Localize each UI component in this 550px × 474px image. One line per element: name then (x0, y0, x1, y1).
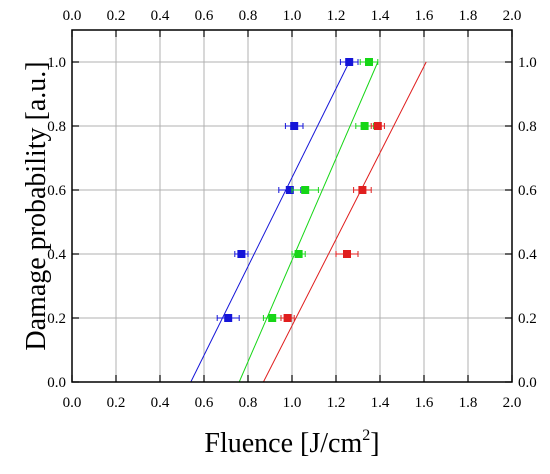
fit-line-0 (190, 61, 350, 383)
y-tick-label-left-0: 0.0 (47, 375, 66, 391)
x-tick-label-bottom-0: 0.0 (63, 395, 82, 411)
series-0-point-3 (284, 122, 304, 130)
series-2-marker-1 (343, 250, 351, 258)
y-tick-label-right-1: 0.2 (518, 311, 537, 327)
x-tick-label-bottom-7: 1.4 (371, 395, 390, 411)
y-tick-label-left-2: 0.4 (47, 247, 66, 263)
x-tick-label-top-6: 1.2 (327, 8, 346, 24)
series-1-marker-4 (365, 58, 373, 66)
series-0-point-1 (234, 250, 249, 258)
x-axis-title: Fluence [J/cm2] (204, 427, 379, 459)
x-tick-label-bottom-5: 1.0 (283, 395, 302, 411)
data-points (216, 58, 385, 322)
x-tick-label-bottom-6: 1.2 (327, 395, 346, 411)
series-0-point-4 (339, 58, 359, 66)
series-1-marker-2 (301, 186, 310, 194)
y-tick-label-left-4: 0.8 (47, 119, 66, 135)
x-tick-label-bottom-4: 0.8 (239, 395, 258, 411)
series-1-point-1 (291, 250, 306, 258)
series-2-marker-2 (358, 186, 367, 194)
x-tick-label-top-7: 1.4 (371, 8, 390, 24)
series-1-point-2 (291, 186, 319, 194)
x-tick-label-bottom-8: 1.6 (415, 395, 434, 411)
x-tick-label-bottom-3: 0.6 (195, 395, 214, 411)
x-tick-label-top-0: 0.0 (63, 8, 82, 24)
series-1-marker-3 (360, 122, 369, 130)
grid (71, 30, 513, 383)
series-1-point-4 (359, 58, 379, 66)
x-tick-label-top-1: 0.2 (107, 8, 126, 24)
series-2-point-3 (370, 122, 385, 130)
x-tick-label-bottom-9: 1.8 (459, 395, 478, 411)
series-0-marker-4 (345, 58, 354, 66)
x-tick-label-top-4: 0.8 (239, 8, 258, 24)
x-tick-label-bottom-10: 2.0 (503, 395, 522, 411)
x-tick-label-bottom-1: 0.2 (107, 395, 126, 411)
x-axis-title-suffix: ] (370, 428, 379, 459)
series-2-point-1 (335, 250, 359, 258)
y-tick-label-right-3: 0.6 (518, 183, 537, 199)
series-0-marker-1 (237, 250, 246, 258)
fit-line-2 (262, 61, 427, 383)
x-tick-label-top-3: 0.6 (195, 8, 214, 24)
x-tick-label-bottom-2: 0.4 (151, 395, 170, 411)
y-tick-label-left-3: 0.6 (47, 183, 66, 199)
series-1-marker-1 (294, 250, 303, 258)
y-tick-label-right-0: 0.0 (518, 375, 537, 391)
y-tick-label-left-5: 1.0 (47, 55, 66, 71)
x-axis-title-main: Fluence [J/cm (204, 428, 362, 459)
series-0-marker-2 (285, 186, 294, 194)
tick-marks (71, 30, 513, 383)
series-0-point-0 (216, 314, 240, 322)
x-tick-label-top-10: 2.0 (503, 8, 522, 24)
x-axis-title-superscript: 2 (362, 427, 370, 444)
y-tick-label-right-5: 1.0 (518, 55, 537, 71)
x-tick-label-top-8: 1.6 (415, 8, 434, 24)
x-tick-label-top-9: 1.8 (459, 8, 478, 24)
series-2-point-2 (353, 186, 372, 194)
series-1-marker-0 (268, 314, 277, 322)
y-tick-label-left-1: 0.2 (47, 311, 66, 327)
fit-lines (190, 61, 427, 383)
series-0-marker-3 (290, 122, 299, 130)
series-2-point-0 (280, 314, 295, 322)
x-tick-label-top-2: 0.4 (151, 8, 170, 24)
y-tick-label-right-2: 0.4 (518, 247, 537, 263)
x-tick-label-top-5: 1.0 (283, 8, 302, 24)
tick-labels: 0.0 0.0 0.2 0.2 0.4 0.4 0.6 0.6 0.8 0.8 1.0 1.0 1.2 1… (47, 8, 537, 411)
y-axis-title: Damage probability [a.u.] (21, 61, 52, 350)
series-2-marker-0 (283, 314, 292, 322)
fit-line-1 (238, 61, 379, 383)
y-tick-label-right-4: 0.8 (518, 119, 537, 135)
series-2-marker-3 (373, 122, 382, 130)
series-0-marker-0 (224, 314, 233, 322)
